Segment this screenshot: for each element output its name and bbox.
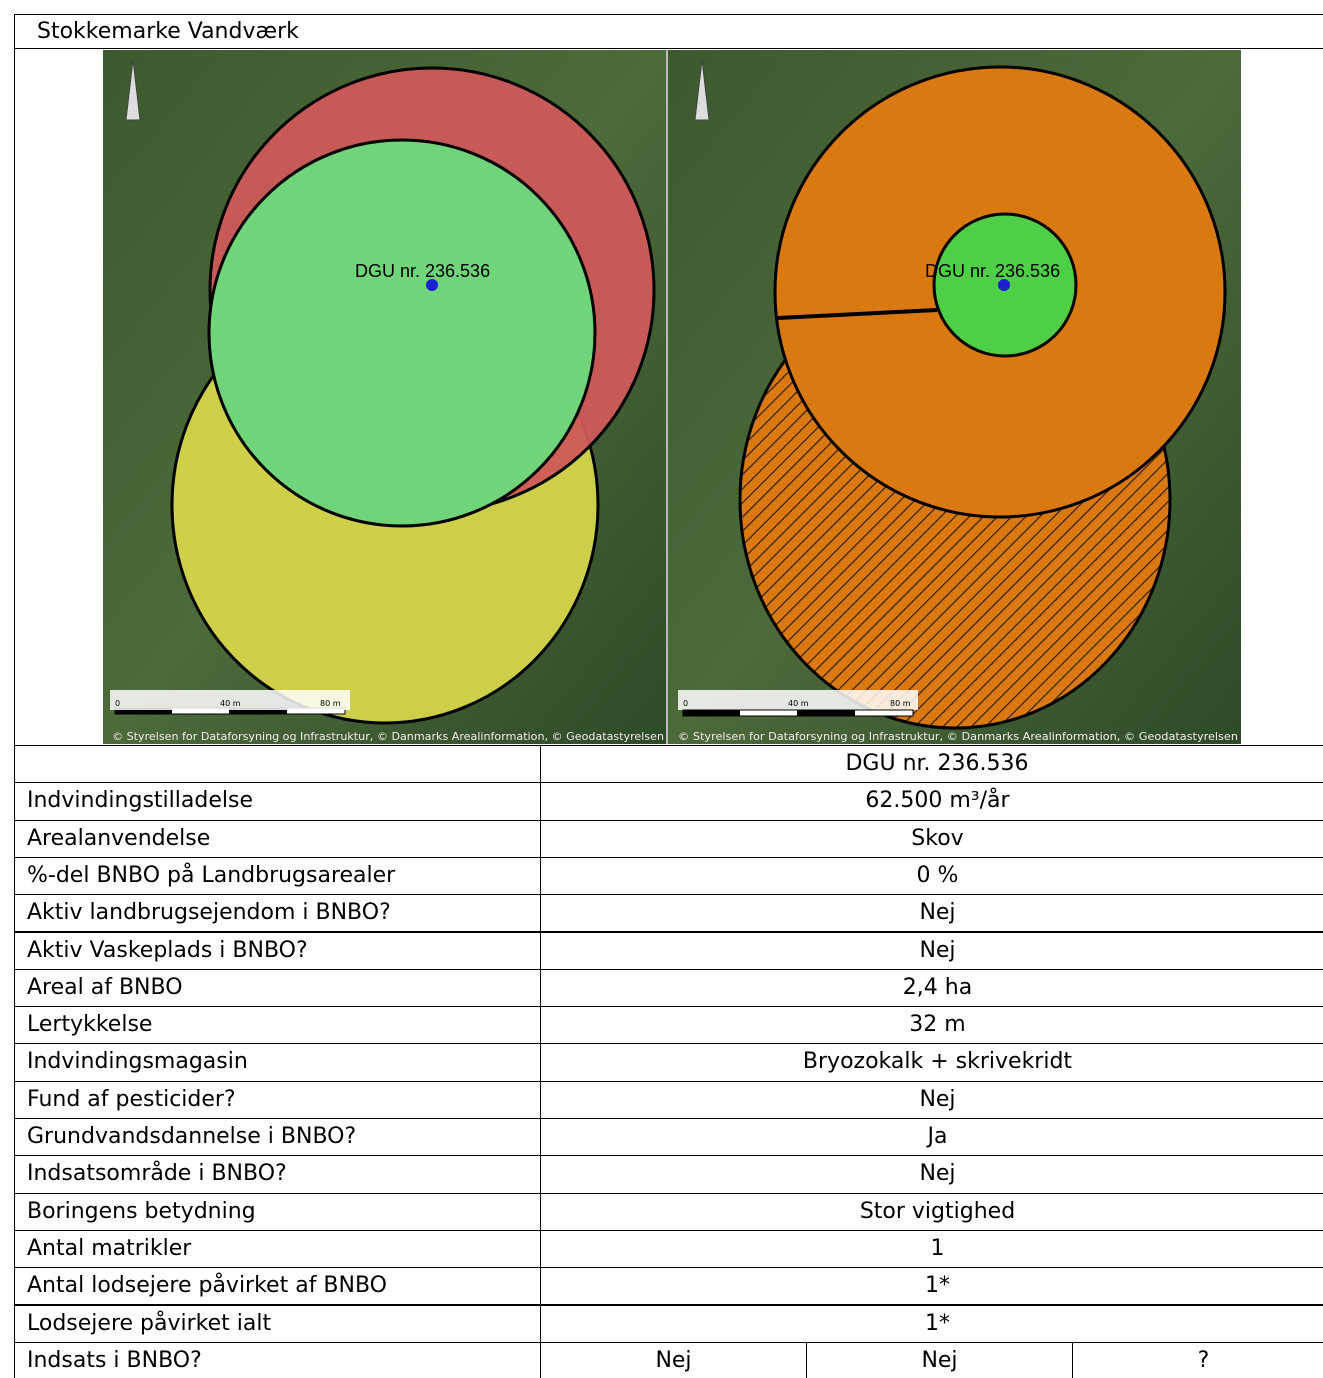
row-label: Indsats i BNBO? [14, 1342, 541, 1378]
well-label: DGU nr. 236.536 [925, 261, 1060, 281]
row-value: Ja [540, 1118, 1323, 1156]
row-label: Indsatsområde i BNBO? [14, 1155, 541, 1193]
map-credit: © Styrelsen for Dataforsyning og Infrast… [112, 730, 664, 743]
row-value: Nej [540, 1081, 1323, 1119]
row-value: 1* [540, 1305, 1323, 1343]
scale-label: 40 m [220, 699, 241, 708]
row-label: Lodsejere påvirket ialt [14, 1305, 541, 1343]
row-label: Indvindingstilladelse [14, 782, 541, 820]
row-value: Nej [540, 1342, 807, 1378]
row-value: Stor vigtighed [540, 1193, 1323, 1231]
row-value: 0 % [540, 857, 1323, 895]
scale-label: 80 m [320, 699, 341, 708]
row-value: 1 [540, 1230, 1323, 1268]
row-label: Aktiv Vaskeplads i BNBO? [14, 932, 541, 970]
maps: DGU nr. 236.536 0 40 m 80 m © Styrelsen … [0, 0, 1323, 760]
row-value: 2,4 ha [540, 969, 1323, 1007]
row-value: Nej [540, 932, 1323, 970]
column-header: DGU nr. 236.536 [540, 745, 1323, 783]
row-value: Nej [540, 894, 1323, 932]
row-label: Areal af BNBO [14, 969, 541, 1007]
map-credit: © Styrelsen for Dataforsyning og Infrast… [678, 730, 1238, 743]
row-value: 62.500 m³/år [540, 782, 1323, 820]
row-label: Lertykkelse [14, 1006, 541, 1044]
row-label: Antal lodsejere påvirket af BNBO [14, 1267, 541, 1305]
row-label: Aktiv landbrugsejendom i BNBO? [14, 894, 541, 932]
well-label: DGU nr. 236.536 [355, 261, 490, 281]
table-corner [14, 745, 541, 783]
row-value: 1* [540, 1267, 1323, 1305]
map-left: DGU nr. 236.536 0 40 m 80 m © Styrelsen … [103, 50, 667, 744]
row-value: 32 m [540, 1006, 1323, 1044]
row-label: %-del BNBO på Landbrugsarealer [14, 857, 541, 895]
scale-label: 80 m [890, 699, 911, 708]
row-value: Nej [806, 1342, 1073, 1378]
row-label: Fund af pesticider? [14, 1081, 541, 1119]
scale-label: 0 [683, 699, 688, 708]
scale-label: 0 [115, 699, 120, 708]
scale-label: 40 m [788, 699, 809, 708]
page: Stokkemarke Vandværk DGU nr. 236.536 0 4… [0, 0, 1323, 1378]
row-value: Bryozokalk + skrivekridt [540, 1043, 1323, 1081]
row-label: Grundvandsdannelse i BNBO? [14, 1118, 541, 1156]
row-label: Antal matrikler [14, 1230, 541, 1268]
row-value: ? [1072, 1342, 1323, 1378]
row-value: Skov [540, 820, 1323, 858]
row-label: Arealanvendelse [14, 820, 541, 858]
row-label: Boringens betydning [14, 1193, 541, 1231]
row-value: Nej [540, 1155, 1323, 1193]
map-right: DGU nr. 236.536 0 40 m 80 m © Styrelsen … [667, 50, 1241, 744]
row-label: Indvindingsmagasin [14, 1043, 541, 1081]
